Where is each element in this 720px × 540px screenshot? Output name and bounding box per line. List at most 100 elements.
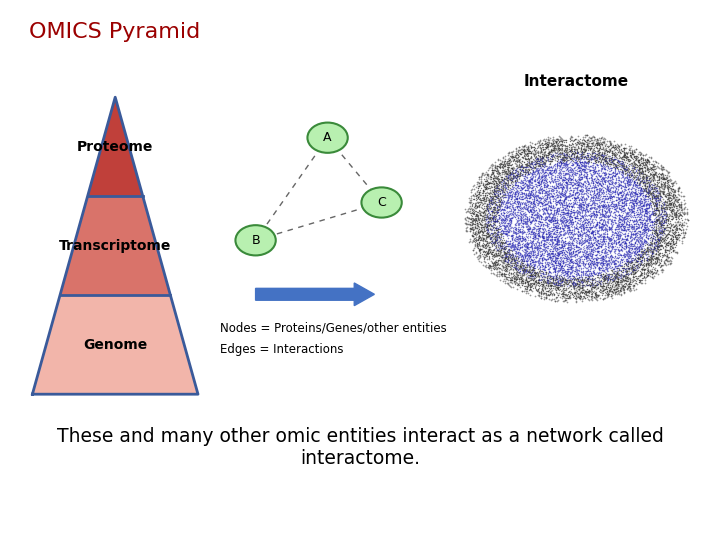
Point	[507, 164, 518, 173]
Point	[505, 275, 517, 284]
Point	[610, 187, 621, 196]
Point	[514, 167, 526, 176]
Point	[639, 194, 651, 203]
Point	[515, 244, 526, 252]
Point	[621, 183, 632, 192]
Point	[533, 140, 544, 149]
Point	[592, 228, 603, 237]
Point	[557, 148, 569, 157]
Point	[658, 229, 670, 238]
Point	[530, 205, 541, 214]
Point	[521, 285, 532, 294]
Point	[580, 178, 591, 187]
Point	[644, 269, 656, 278]
Point	[561, 183, 572, 191]
Point	[490, 172, 502, 180]
Point	[606, 240, 617, 248]
Point	[598, 164, 610, 173]
Point	[562, 255, 573, 264]
Point	[499, 162, 510, 171]
Point	[559, 267, 571, 275]
Point	[591, 200, 603, 208]
Point	[544, 217, 556, 225]
Point	[598, 198, 610, 206]
Point	[588, 208, 599, 217]
Point	[520, 241, 531, 249]
Point	[496, 269, 508, 278]
Point	[471, 230, 482, 239]
Point	[499, 250, 510, 259]
Point	[660, 181, 671, 190]
Point	[554, 282, 566, 291]
Point	[541, 291, 552, 299]
Point	[656, 166, 667, 175]
Point	[616, 194, 627, 203]
Point	[593, 140, 605, 149]
Point	[624, 199, 635, 207]
Point	[575, 144, 587, 152]
Point	[467, 217, 479, 226]
Point	[610, 187, 621, 196]
Point	[604, 248, 616, 256]
Point	[522, 267, 534, 275]
Point	[574, 239, 585, 247]
Point	[505, 242, 517, 251]
Point	[555, 165, 567, 174]
Point	[604, 145, 616, 153]
Point	[628, 266, 639, 274]
Point	[640, 177, 652, 186]
Point	[536, 152, 548, 161]
Point	[518, 145, 529, 154]
Point	[590, 220, 602, 229]
Point	[525, 283, 536, 292]
Point	[529, 235, 541, 244]
Point	[517, 268, 528, 277]
Point	[606, 151, 617, 159]
Point	[602, 143, 613, 152]
Point	[567, 262, 578, 271]
Point	[571, 272, 582, 281]
Point	[548, 215, 559, 224]
Point	[541, 252, 553, 260]
Point	[606, 232, 617, 240]
Point	[575, 178, 586, 186]
Point	[557, 177, 569, 186]
Point	[564, 262, 576, 271]
Point	[570, 221, 582, 230]
Point	[602, 213, 613, 221]
Point	[585, 264, 597, 273]
Point	[528, 143, 539, 151]
Point	[639, 249, 651, 258]
Point	[489, 179, 500, 188]
Point	[548, 260, 559, 269]
Point	[575, 204, 587, 213]
Point	[613, 266, 625, 274]
Point	[500, 272, 512, 281]
Point	[555, 244, 567, 252]
Point	[592, 157, 603, 165]
Point	[511, 216, 523, 225]
Point	[521, 250, 533, 259]
Point	[605, 166, 616, 174]
Point	[639, 209, 650, 218]
Point	[521, 246, 532, 255]
Point	[487, 188, 499, 197]
Point	[572, 211, 583, 220]
Point	[681, 222, 693, 231]
Point	[505, 184, 516, 192]
Point	[594, 274, 606, 282]
Point	[499, 249, 510, 258]
Point	[513, 145, 524, 154]
Point	[561, 211, 572, 220]
Point	[533, 218, 544, 227]
Point	[550, 240, 562, 249]
Point	[643, 260, 654, 268]
Point	[637, 202, 649, 211]
Point	[480, 216, 492, 225]
Point	[629, 247, 640, 256]
Point	[513, 247, 525, 256]
Point	[608, 265, 620, 273]
Point	[490, 217, 502, 225]
Point	[512, 221, 523, 230]
Point	[604, 179, 616, 188]
